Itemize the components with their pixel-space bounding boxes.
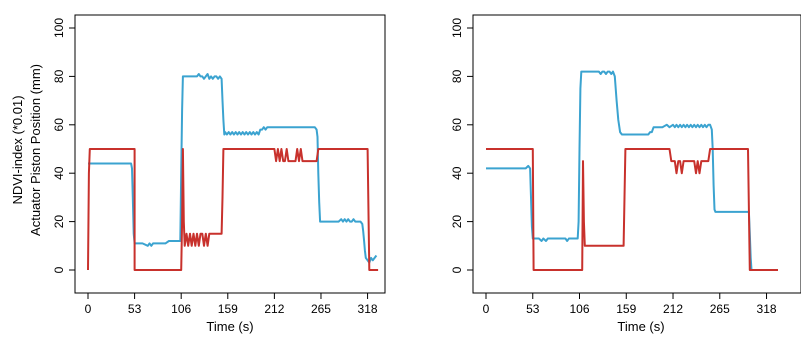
y-tick-label: 40 [52, 166, 66, 180]
piston-series-line [87, 148, 379, 271]
left-panel: 0 20 40 60 80 100 0 53 106 159 212 265 318 Time (s)… [10, 14, 386, 334]
x-tick-label: 159 [218, 302, 238, 316]
x-tick-label: 318 [358, 302, 378, 316]
x-tick-label: 106 [171, 302, 191, 316]
x-tick-label: 53 [128, 302, 142, 316]
y-tick-label: 20 [450, 215, 464, 229]
right-plot-frame [472, 14, 801, 294]
y-tick-label: 80 [52, 69, 66, 83]
x-tick-label: 53 [526, 302, 540, 316]
x-tick-label: 212 [663, 302, 683, 316]
right-x-axis: 0 53 106 159 212 265 318 [483, 293, 777, 316]
left-y-axis: 0 20 40 60 80 100 [52, 18, 75, 273]
y-tick-label: 60 [450, 118, 464, 132]
left-series [87, 73, 379, 271]
y-tick-label: 80 [450, 69, 464, 83]
left-y-axis-label-line1: NDVI-index (*0.01) [10, 95, 25, 204]
right-x-axis-label: Time (s) [617, 319, 664, 334]
y-tick-label: 60 [52, 118, 66, 132]
y-tick-label: 40 [450, 166, 464, 180]
left-x-axis: 0 53 106 159 212 265 318 [85, 293, 378, 316]
x-tick-label: 318 [757, 302, 777, 316]
y-tick-label: 100 [52, 18, 66, 38]
left-plot-frame [74, 14, 386, 294]
x-tick-label: 265 [311, 302, 331, 316]
left-x-axis-label: Time (s) [206, 319, 253, 334]
piston-series-line [486, 148, 778, 271]
ndvi-series-line [486, 70, 778, 271]
ndvi-series-line [87, 73, 378, 264]
right-panel: 0 20 40 60 80 100 0 53 106 159 212 265 318 Time (s) [450, 14, 801, 334]
y-tick-label: 20 [52, 215, 66, 229]
x-tick-label: 265 [710, 302, 730, 316]
x-tick-label: 106 [569, 302, 589, 316]
y-tick-label: 0 [52, 266, 66, 273]
right-y-axis: 0 20 40 60 80 100 [450, 18, 473, 273]
y-tick-label: 100 [450, 18, 464, 38]
x-tick-label: 0 [483, 302, 490, 316]
y-tick-label: 0 [450, 266, 464, 273]
x-tick-label: 212 [264, 302, 284, 316]
x-tick-label: 0 [85, 302, 92, 316]
right-series [486, 70, 778, 271]
left-y-axis-label-line2: Actuator Piston Position (mm) [28, 64, 43, 236]
x-tick-label: 159 [616, 302, 636, 316]
